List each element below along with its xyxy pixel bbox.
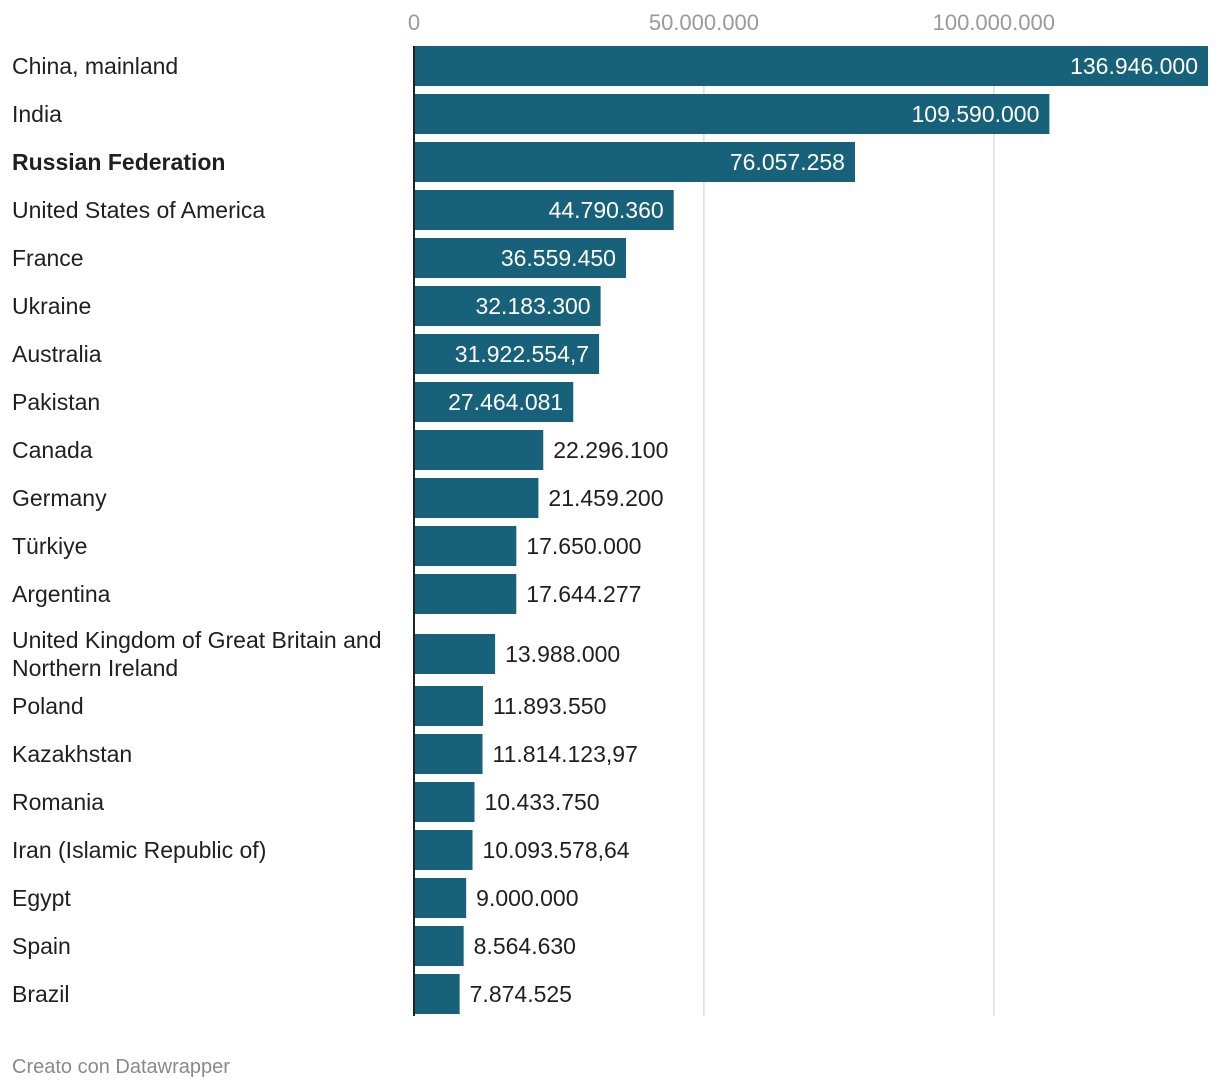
- bar: [414, 238, 626, 278]
- x-tick-label: 0: [408, 10, 420, 35]
- bar: [414, 382, 574, 422]
- value-label: 9.000.000: [476, 885, 578, 911]
- category-label: Egypt: [12, 885, 71, 911]
- category-label: Poland: [12, 693, 84, 719]
- bar: [414, 430, 544, 470]
- category-label: Iran (Islamic Republic of): [12, 837, 266, 863]
- bar: [414, 142, 855, 182]
- value-label: 76.057.258: [730, 149, 845, 175]
- category-label: China, mainland: [12, 53, 178, 79]
- category-label: Germany: [12, 485, 107, 511]
- x-tick-label: 100.000.000: [933, 10, 1055, 35]
- category-label: France: [12, 245, 84, 271]
- category-label: Spain: [12, 933, 71, 959]
- value-label: 27.464.081: [448, 389, 563, 415]
- value-label: 36.559.450: [501, 245, 616, 271]
- value-label: 17.650.000: [526, 533, 641, 559]
- bar: [414, 878, 467, 918]
- category-label: Pakistan: [12, 389, 100, 415]
- category-label: United States of America: [12, 197, 265, 223]
- value-label: 136.946.000: [1070, 53, 1198, 79]
- value-label: 13.988.000: [505, 641, 620, 667]
- value-label: 32.183.300: [475, 293, 590, 319]
- bar: [414, 734, 483, 774]
- bar: [414, 782, 475, 822]
- category-labels: China, mainland India Russian Federation Un…: [12, 53, 381, 1007]
- bars: [414, 46, 1208, 1014]
- category-label: Argentina: [12, 581, 111, 607]
- bar: [414, 46, 1208, 86]
- value-label: 44.790.360: [549, 197, 664, 223]
- bar: [414, 574, 517, 614]
- x-tick-label: 50.000.000: [649, 10, 759, 35]
- bar: [414, 634, 496, 674]
- value-label: 11.893.550: [493, 693, 606, 719]
- value-label: 31.922.554,7: [455, 341, 589, 367]
- category-label: Canada: [12, 437, 93, 463]
- bar: [414, 478, 539, 518]
- category-label: Australia: [12, 341, 102, 367]
- value-label: 8.564.630: [474, 933, 576, 959]
- value-label: 21.459.200: [548, 485, 663, 511]
- footer-credit[interactable]: Creato con Datawrapper: [12, 1056, 230, 1078]
- bar: [414, 926, 464, 966]
- category-label: Russian Federation: [12, 149, 225, 175]
- category-label: Türkiye: [12, 533, 87, 559]
- value-labels: 136.946.000 109.590.000 76.057.258 44.790.3…: [448, 53, 1198, 1007]
- bar: [414, 526, 517, 566]
- bar: [414, 974, 460, 1014]
- value-label: 17.644.277: [526, 581, 641, 607]
- value-label: 22.296.100: [553, 437, 668, 463]
- bar: [414, 334, 600, 374]
- category-label: United Kingdom of Great Britain and North…: [12, 627, 381, 681]
- value-label: 10.433.750: [484, 789, 599, 815]
- value-label: 7.874.525: [470, 981, 572, 1007]
- bar: [414, 94, 1050, 134]
- category-label: Romania: [12, 789, 104, 815]
- bar: [414, 190, 674, 230]
- bar: [414, 286, 601, 326]
- category-label: India: [12, 101, 62, 127]
- category-label: Kazakhstan: [12, 741, 132, 767]
- value-label: 11.814.123,97: [492, 741, 637, 767]
- value-label: 10.093.578,64: [483, 837, 630, 863]
- category-label: Ukraine: [12, 293, 91, 319]
- value-label: 109.590.000: [911, 101, 1039, 127]
- category-label: Brazil: [12, 981, 70, 1007]
- gridlines: [703, 46, 995, 1016]
- bar: [414, 686, 483, 726]
- bar: [414, 830, 473, 870]
- x-axis-ticks: 0 50.000.000 100.000.000: [408, 10, 1055, 35]
